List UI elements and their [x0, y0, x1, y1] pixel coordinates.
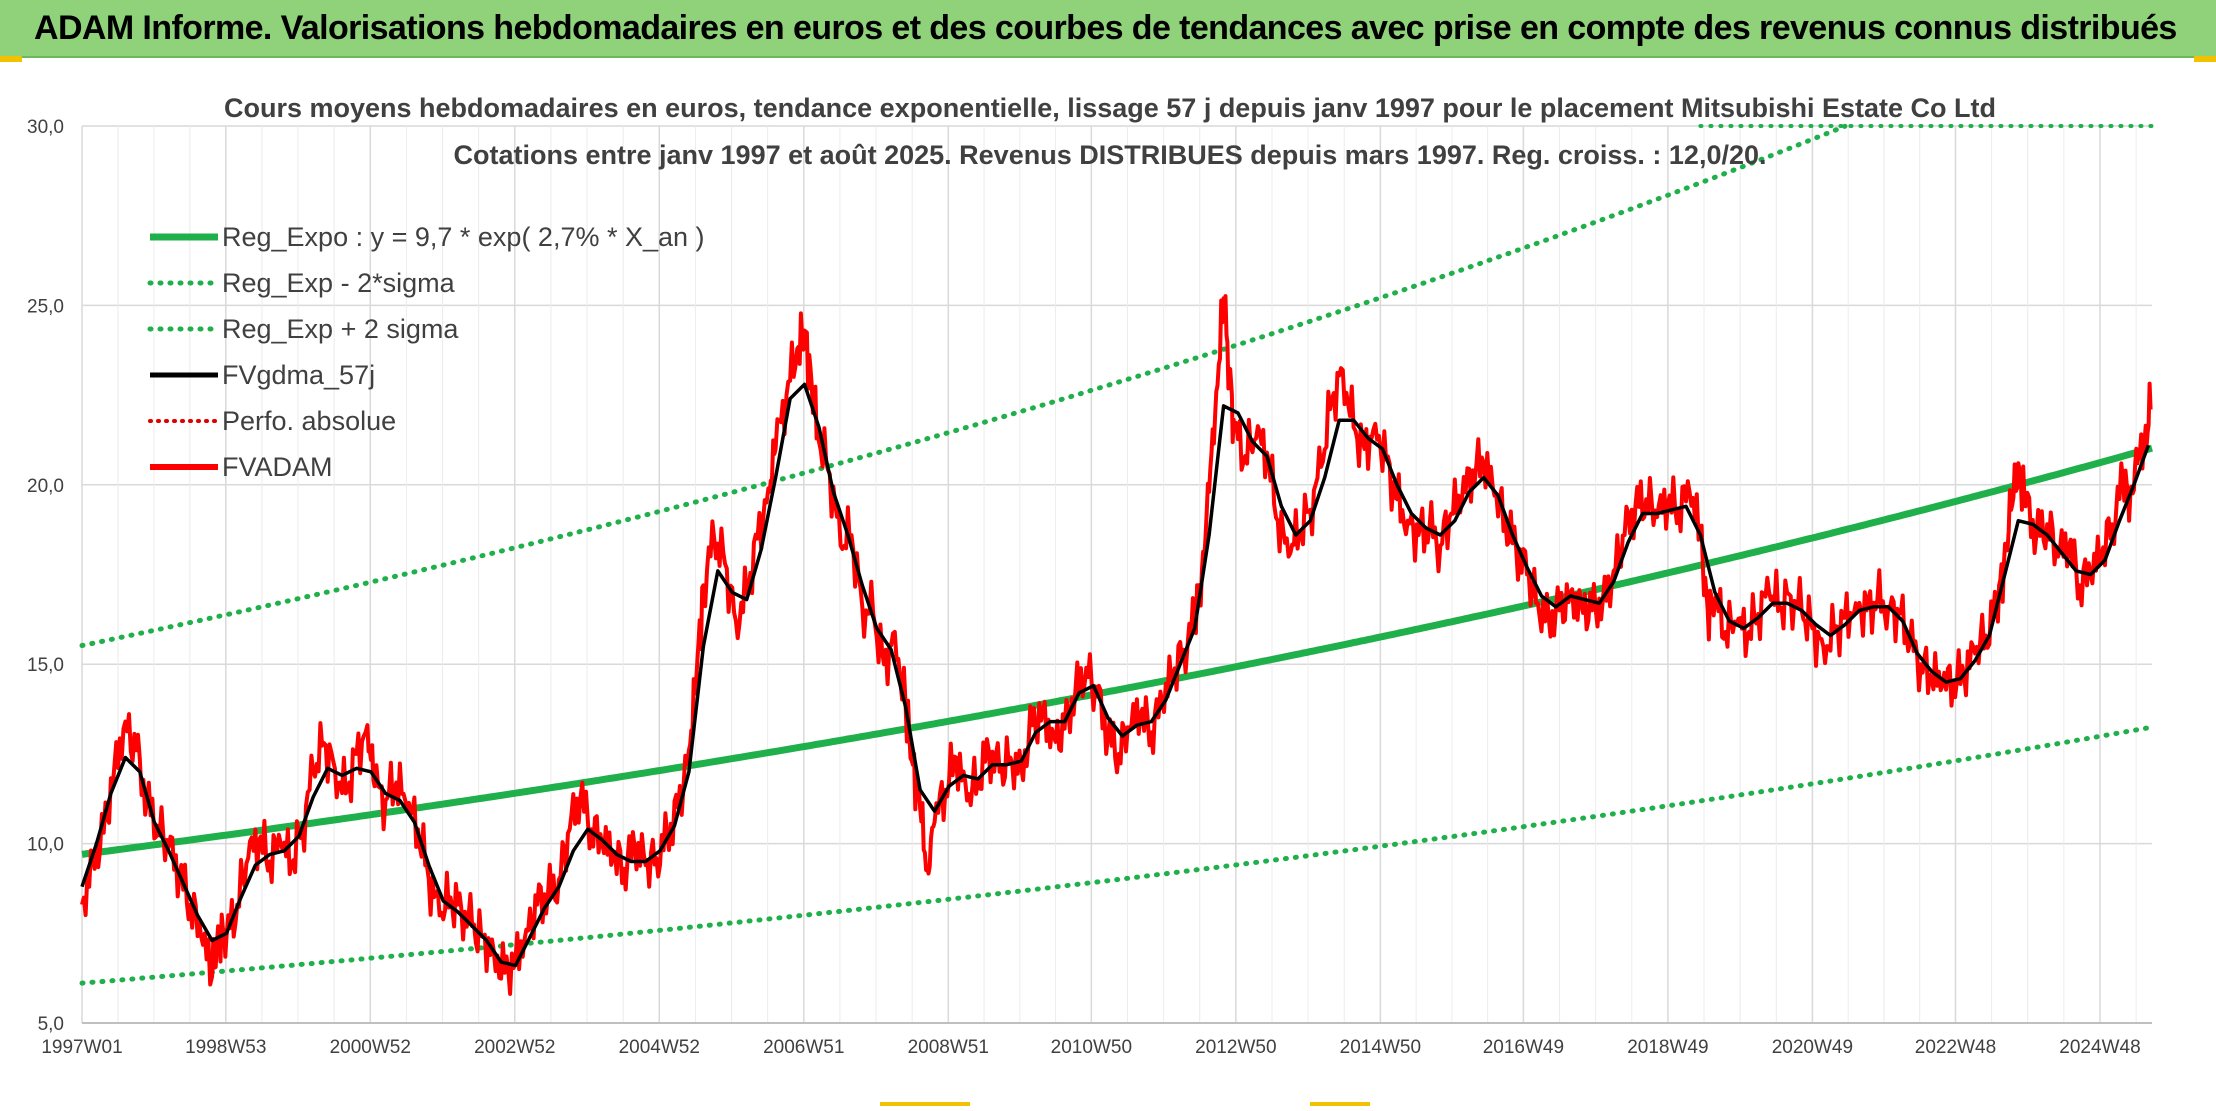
series-reg-exp-plus-2sigma	[79, 123, 1848, 648]
legend-label-sigma_minus: Reg_Exp - 2*sigma	[222, 268, 456, 298]
x-tick-label: 2018W49	[1627, 1037, 1708, 1058]
bottom-strip	[0, 1102, 2216, 1106]
legend-label-fvadam: FVADAM	[222, 452, 333, 482]
chart-title-line2: Cotations entre janv 1997 et août 2025. …	[453, 140, 1766, 170]
axis-layer: 5,0 10,0 15,0 20,0 25,0 30,0 1997W01 1998W53 200…	[27, 117, 2152, 1058]
legend-label-perfo: Perfo. absolue	[222, 406, 396, 436]
x-tick-label: 2006W51	[763, 1037, 844, 1058]
y-tick-label: 20,0	[27, 476, 64, 497]
x-tick-label: 1997W01	[41, 1037, 122, 1058]
x-tick-label: 2014W50	[1340, 1037, 1421, 1058]
x-tick-label: 2000W52	[330, 1037, 411, 1058]
x-tick-label: 2004W52	[619, 1037, 700, 1058]
legend-label-sigma_plus: Reg_Exp + 2 sigma	[222, 314, 459, 344]
series-fvadam	[80, 294, 2153, 996]
x-tick-label: 2008W51	[908, 1037, 989, 1058]
corner-mark-left	[0, 56, 22, 62]
bottom-mark-2	[1310, 1102, 1370, 1106]
y-tick-label: 10,0	[27, 835, 64, 856]
y-tick-label: 5,0	[38, 1014, 64, 1035]
series-reg-expo	[81, 444, 2153, 858]
x-tick-label: 2024W48	[2059, 1037, 2140, 1058]
x-tick-label: 2022W48	[1915, 1037, 1996, 1058]
x-tick-label: 2010W50	[1051, 1037, 1132, 1058]
y-tick-label: 25,0	[27, 296, 64, 317]
legend-label-fvgdma: FVgdma_57j	[222, 360, 375, 390]
grid-layer	[81, 125, 2152, 1024]
x-tick-label: 2012W50	[1195, 1037, 1276, 1058]
x-tick-label: 2020W49	[1772, 1037, 1853, 1058]
report-banner: ADAM Informe. Valorisations hebdomadaire…	[0, 0, 2216, 58]
y-tick-label: 30,0	[27, 117, 64, 138]
report-title: ADAM Informe. Valorisations hebdomadaire…	[34, 9, 2177, 47]
corner-mark-right	[2194, 56, 2216, 62]
series-fvgdma-57j	[80, 382, 2151, 968]
series-reg-exp-minus-2sigma	[79, 724, 2155, 986]
legend: Reg_Expo : y = 9,7 * exp( 2,7% * X_an ) R…	[147, 222, 705, 482]
x-tick-label: 2002W52	[474, 1037, 555, 1058]
series-layer	[79, 123, 2155, 996]
bottom-mark-1	[880, 1102, 970, 1106]
chart-title-line1: Cours moyens hebdomadaires en euros, ten…	[224, 93, 1996, 123]
chart-title-group: Cours moyens hebdomadaires en euros, ten…	[224, 93, 1996, 170]
x-tick-label: 1998W53	[185, 1037, 266, 1058]
chart-svg: 5,0 10,0 15,0 20,0 25,0 30,0 1997W01 1998W53 200…	[27, 93, 2155, 1058]
y-tick-label: 15,0	[27, 655, 64, 676]
x-tick-label: 2016W49	[1483, 1037, 1564, 1058]
chart-area: 5,0 10,0 15,0 20,0 25,0 30,0 1997W01 1998W53 200…	[0, 60, 2216, 1106]
legend-label-reg_expo: Reg_Expo : y = 9,7 * exp( 2,7% * X_an )	[222, 222, 705, 252]
